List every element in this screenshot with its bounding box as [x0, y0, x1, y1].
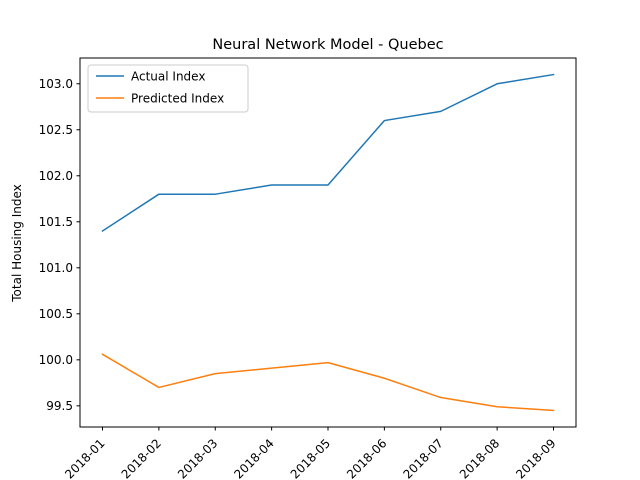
y-tick-label: 99.5	[46, 399, 73, 413]
y-tick-label: 101.0	[39, 261, 73, 275]
series-line-1	[101, 353, 555, 412]
plot-frame	[79, 57, 577, 428]
legend-box	[87, 64, 249, 113]
series-layer	[101, 73, 555, 412]
y-tick-label: 103.0	[39, 77, 73, 91]
y-tick-label: 101.5	[39, 215, 73, 229]
y-axis: 99.5 100.0 100.5 101.0 101.5 102.0 102.5 103.0	[39, 77, 80, 413]
series-line-0	[101, 73, 555, 233]
y-tick-label: 100.5	[39, 307, 73, 321]
chart-title: Neural Network Model - Quebec	[212, 37, 443, 53]
legend: Actual Index Predicted Index	[87, 64, 249, 113]
legend-label-0: Actual Index	[131, 69, 205, 83]
y-tick-label: 102.5	[39, 123, 73, 137]
y-tick-label: 102.0	[39, 169, 73, 183]
legend-label-1: Predicted Index	[131, 91, 224, 105]
y-tick-label: 100.0	[39, 353, 73, 367]
y-axis-label: Total Housing Index	[10, 184, 24, 302]
